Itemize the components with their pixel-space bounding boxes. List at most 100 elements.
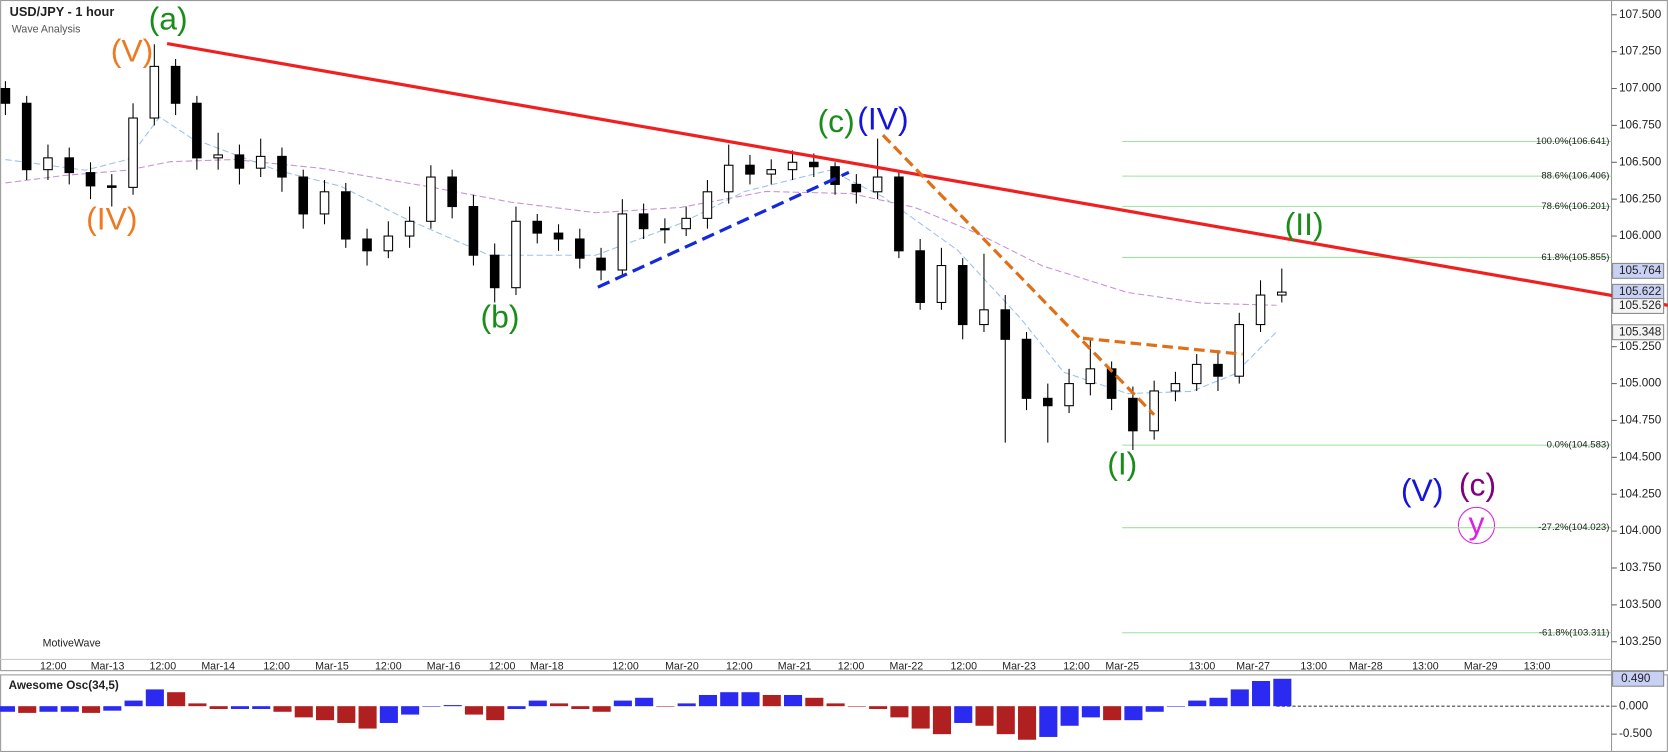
candle-body	[277, 155, 287, 178]
candle-body	[681, 217, 691, 230]
candle-body	[511, 220, 521, 289]
candle-body	[660, 228, 670, 231]
osc-bar	[443, 705, 462, 707]
y-tick-label: 106.750	[1619, 118, 1662, 131]
wave-label: (V)	[111, 33, 154, 69]
x-tick-label: Mar-14	[201, 661, 235, 673]
osc-bar	[996, 706, 1015, 735]
osc-bar	[39, 706, 58, 712]
osc-bar	[464, 706, 483, 715]
moving-average	[5, 159, 1277, 306]
x-tick-label: Mar-23	[1002, 661, 1036, 673]
fib-label: -61.8%(103.311)	[1539, 627, 1610, 638]
osc-bar	[1188, 700, 1207, 707]
osc-bar	[784, 694, 803, 707]
candle-body	[787, 161, 798, 171]
osc-bar	[528, 700, 547, 707]
osc-bar	[613, 700, 632, 707]
x-tick-label: Mar-18	[530, 661, 564, 673]
candle-body	[1000, 309, 1011, 340]
value-marker-label: 0.490	[1621, 672, 1651, 685]
x-tick-label: Mar-15	[315, 661, 349, 673]
y-tick-label: 106.250	[1619, 192, 1662, 205]
osc-bar	[869, 706, 888, 709]
x-tick-label: 12:00	[150, 661, 177, 673]
candle-body	[1234, 324, 1245, 377]
candle-body	[213, 154, 223, 159]
wave-label: (IV)	[86, 201, 137, 237]
trend-line	[166, 42, 1668, 307]
candle-body	[340, 191, 351, 240]
candle-body	[447, 176, 457, 208]
osc-bar	[550, 703, 569, 707]
wave-label: (I)	[1107, 445, 1137, 481]
trend-line	[1082, 336, 1243, 356]
candle-body	[489, 254, 500, 289]
candle-body	[638, 213, 649, 230]
x-tick-label: 12:00	[489, 661, 516, 673]
y-tick-label: 103.250	[1619, 635, 1662, 648]
wave-label: (II)	[1285, 206, 1324, 242]
price-marker	[1612, 262, 1665, 279]
osc-bar	[0, 706, 15, 712]
candle-body	[298, 176, 309, 215]
candle-body	[1021, 338, 1032, 399]
x-tick-label: 13:00	[1189, 661, 1216, 673]
x-tick-label: Mar-29	[1464, 661, 1498, 673]
osc-bar	[358, 706, 377, 729]
osc-bar	[1124, 706, 1143, 721]
osc-bar	[379, 706, 398, 723]
x-tick-label: Mar-20	[665, 661, 699, 673]
candle-body	[1106, 368, 1117, 399]
y-tick-label: 105.000	[1619, 377, 1662, 390]
candle-body	[532, 220, 543, 234]
y-tick-label: 107.250	[1619, 45, 1662, 58]
osc-bar	[145, 689, 164, 707]
x-tick-label: Mar-13	[91, 661, 125, 673]
osc-bar	[1166, 706, 1186, 707]
osc-bar	[698, 694, 717, 707]
osc-bar	[911, 706, 930, 729]
price-marker-label: 105.622	[1619, 285, 1661, 298]
osc-bar	[1273, 678, 1292, 707]
y-tick-label: 104.500	[1619, 450, 1662, 463]
chart-title: USD/JPY - 1 hour	[10, 4, 115, 19]
candle-body	[1085, 368, 1096, 385]
wave-label: (IV)	[857, 101, 908, 137]
osc-bar	[1230, 689, 1249, 707]
candle-body	[617, 213, 628, 271]
wave-label: (V)	[1401, 472, 1444, 508]
osc-bar	[252, 706, 271, 709]
candle-body	[1255, 294, 1266, 326]
y-tick-label: 104.250	[1619, 487, 1662, 500]
y-tick-label: 106.500	[1619, 155, 1662, 168]
candle-body	[0, 87, 11, 104]
x-tick-label: Mar-16	[427, 661, 461, 673]
candle-body	[85, 172, 96, 187]
trend-line	[597, 170, 850, 289]
candle-body	[1043, 397, 1053, 407]
osc-bar	[1103, 706, 1122, 721]
price-marker	[1612, 324, 1665, 341]
osc-bar	[635, 697, 654, 707]
candle-body	[872, 176, 883, 193]
osc-bar	[422, 706, 441, 707]
osc-bar	[975, 706, 994, 726]
x-tick-label: 13:00	[1412, 661, 1439, 673]
y-tick-label: 104.000	[1619, 524, 1662, 537]
price-marker-label: 105.764	[1619, 264, 1662, 277]
osc-bar	[188, 703, 207, 707]
candle-body	[149, 65, 160, 119]
wave-label: (a)	[149, 1, 188, 37]
osc-bar	[209, 706, 228, 709]
osc-bar	[762, 694, 781, 707]
osc-bar	[124, 700, 143, 707]
osc-bar	[847, 706, 866, 707]
chart-subtitle: Wave Analysis	[12, 24, 81, 36]
candle-body	[192, 102, 202, 159]
candle-body	[362, 238, 372, 252]
osc-bar	[103, 706, 122, 711]
candle-body	[575, 238, 585, 259]
trend-line	[881, 133, 1156, 416]
wave-label: (c)	[818, 103, 855, 139]
